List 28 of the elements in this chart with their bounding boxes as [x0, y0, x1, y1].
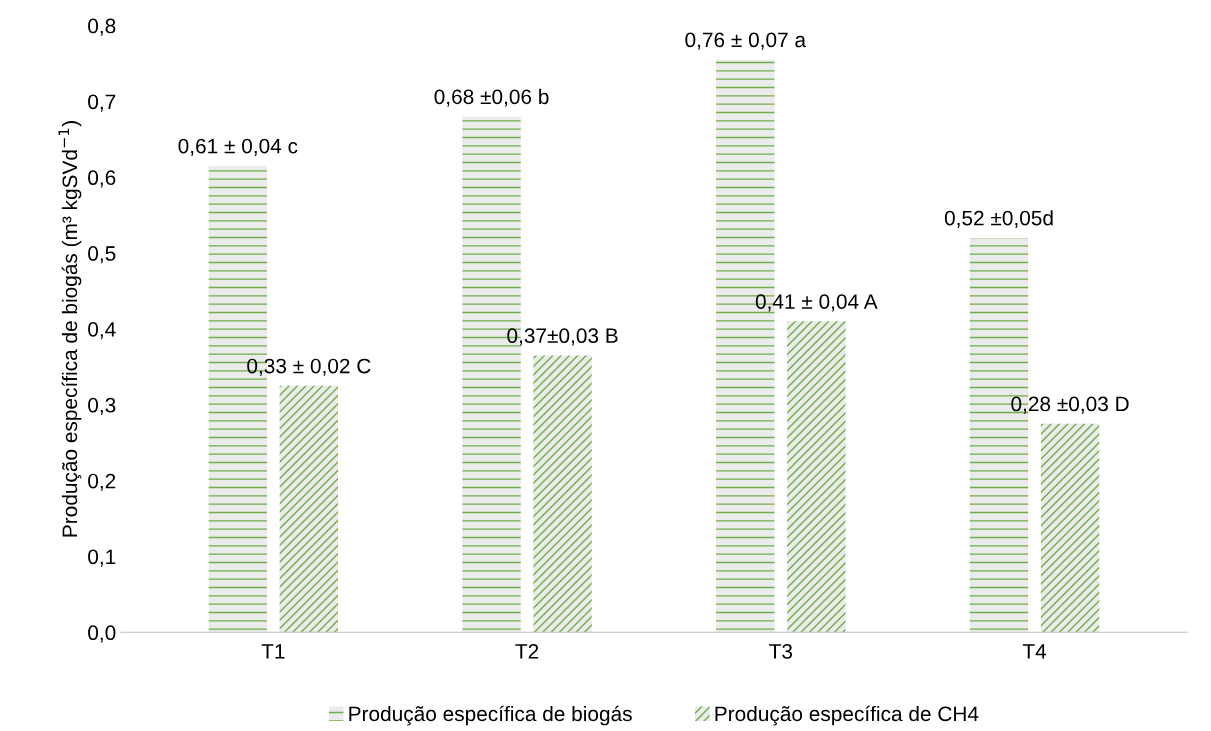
- y-tick-label: 0,6: [88, 170, 116, 188]
- data-label: 0,33 ± 0,02 C: [247, 358, 371, 376]
- bar: [1040, 423, 1100, 633]
- x-tick-label: T1: [261, 644, 285, 659]
- y-axis-title: Produção específica de biogás (m³ kgSVd$^{−1}$): [58, 121, 82, 537]
- y-tick-label: 0,1: [88, 549, 116, 567]
- legend-label: Produção específica de CH4: [715, 705, 979, 726]
- y-tick-label: 0,8: [88, 18, 116, 36]
- bar: [787, 321, 846, 633]
- data-label: 0,76 ± 0,07 a: [685, 32, 807, 50]
- legend-label: Produção específica de biogás: [349, 705, 632, 726]
- data-label: 0,61 ± 0,04 c: [178, 138, 298, 156]
- y-tick-label: 0,5: [88, 246, 116, 264]
- data-label: 0,37±0,03 B: [507, 328, 618, 346]
- y-tick-label: 0,2: [88, 473, 116, 491]
- y-tick-label: 0,7: [88, 94, 116, 112]
- data-label: 0,68 ±0,06 b: [434, 88, 549, 107]
- data-label: 0,52 ±0,05d: [944, 210, 1053, 228]
- x-tick-label: T4: [1022, 644, 1047, 659]
- y-tick-label: 0,4: [88, 321, 116, 340]
- data-label: 0,41 ± 0,04 A: [755, 294, 878, 312]
- bar: [279, 385, 339, 633]
- data-label: 0,28 ±0,03 D: [1011, 396, 1129, 414]
- bar: [533, 355, 592, 633]
- y-tick-label: 0,3: [88, 397, 116, 416]
- x-tick-label: T2: [515, 643, 539, 659]
- y-tick-label: 0,0: [88, 625, 116, 643]
- x-tick-label: T3: [769, 643, 793, 659]
